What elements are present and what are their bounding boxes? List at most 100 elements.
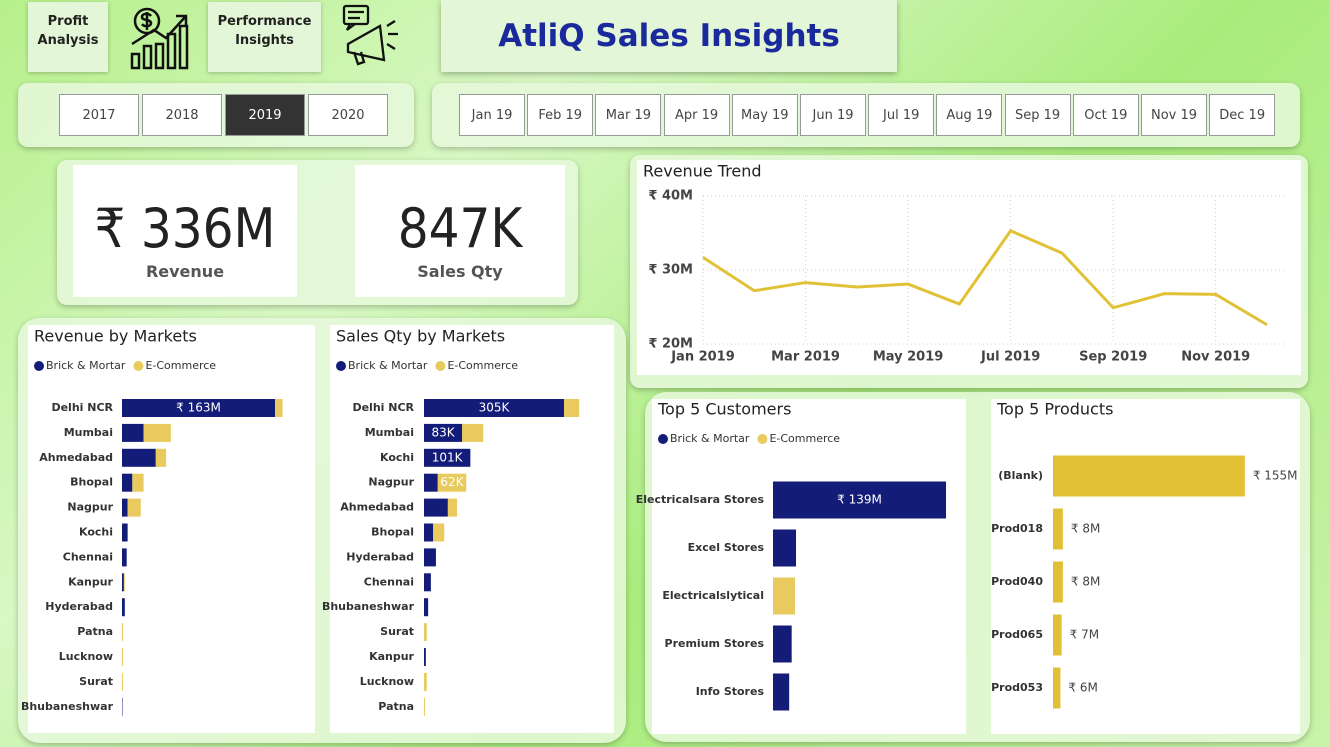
nav-button[interactable]: Performance Insights — [208, 2, 321, 72]
category-label: Patna — [77, 625, 113, 638]
bar — [122, 548, 127, 567]
x-tick-label: Jul 2019 — [980, 350, 1040, 365]
bar — [122, 473, 133, 492]
bar — [424, 623, 427, 642]
bar — [122, 399, 276, 417]
slicer-option[interactable]: Oct 19 — [1072, 94, 1139, 136]
kpi-card: ₹ 336M Revenue — [73, 165, 297, 297]
slicer-option[interactable]: Jan 19 — [459, 94, 525, 136]
chart-title: Top 5 Customers — [657, 400, 791, 419]
bar — [424, 548, 436, 567]
data-label: ₹ 8M — [1071, 575, 1100, 589]
kpi-label: Sales Qty — [417, 262, 503, 281]
bar — [1053, 614, 1062, 656]
data-label: 305K — [479, 401, 511, 415]
legend-label: Brick & Mortar — [670, 432, 750, 445]
legend-swatch — [435, 361, 446, 371]
bar — [1053, 455, 1245, 497]
category-label: Bhopal — [371, 526, 414, 539]
slicer-option[interactable]: Dec 19 — [1209, 94, 1276, 136]
bar — [424, 598, 429, 617]
bar — [122, 648, 123, 666]
bar — [424, 523, 434, 542]
slicer-option[interactable]: Jun 19 — [800, 94, 866, 136]
bar — [424, 473, 438, 492]
bar — [122, 672, 123, 691]
trend-line — [702, 228, 1268, 327]
chart-title: Top 5 Products — [996, 400, 1113, 419]
category-label: Surat — [380, 625, 414, 638]
legend-swatch — [757, 434, 768, 444]
category-label: Patna — [378, 700, 414, 713]
category-label: Prod018 — [991, 522, 1043, 535]
data-label: 83K — [431, 425, 455, 439]
slicer-option[interactable]: 2017 — [59, 94, 139, 136]
category-label: Excel Stores — [688, 541, 765, 554]
bar — [424, 423, 463, 442]
bar — [122, 573, 124, 592]
bar — [424, 498, 448, 517]
data-label: ₹ 139M — [837, 493, 882, 507]
category-label: Info Stores — [696, 685, 765, 698]
kpi-label: Revenue — [145, 262, 225, 281]
chart-card — [652, 399, 966, 734]
bar — [424, 648, 426, 666]
slicer-option[interactable]: 2020 — [308, 94, 388, 136]
category-label: Bhubaneshwar — [322, 600, 415, 613]
chart-card — [28, 325, 315, 733]
month-slicer: Jan 19 Feb 19 Mar 19 Apr 19 May 19 Jun 19 Jul … — [432, 83, 1300, 147]
kpi-card: 847K Sales Qty — [355, 165, 565, 297]
y-tick-label: ₹ 40M — [648, 189, 693, 204]
slicer-option[interactable]: 2019 — [225, 94, 305, 136]
bar — [122, 523, 128, 542]
bar — [773, 481, 947, 519]
slicer-option[interactable]: Sep 19 — [1004, 94, 1071, 136]
category-label: Prod065 — [991, 628, 1043, 641]
slicer-option[interactable]: 2018 — [142, 94, 222, 136]
legend-label: E-Commerce — [145, 359, 216, 372]
category-label: Kochi — [79, 526, 113, 539]
bar — [155, 448, 167, 467]
category-label: Electricalsara Stores — [636, 493, 765, 506]
category-label: Nagpur — [368, 476, 414, 489]
bar — [143, 423, 171, 442]
category-label: Nagpur — [67, 501, 113, 514]
slicer-option[interactable]: Apr 19 — [663, 94, 730, 136]
category-label: Mumbai — [64, 426, 113, 439]
bar — [773, 577, 796, 615]
category-label: Lucknow — [59, 650, 113, 663]
bar — [127, 498, 141, 517]
chart-title: Sales Qty by Markets — [336, 327, 505, 346]
category-label: (Blank) — [998, 469, 1043, 482]
bar — [437, 473, 467, 492]
slicer-option[interactable]: Aug 19 — [936, 94, 1003, 136]
bar — [773, 625, 792, 663]
legend-swatch — [336, 361, 346, 371]
slicer-option[interactable]: Mar 19 — [595, 94, 662, 136]
data-label: ₹ 7M — [1070, 628, 1099, 642]
x-tick-label: Sep 2019 — [1079, 350, 1147, 365]
slicer-option[interactable]: Jul 19 — [868, 94, 935, 136]
bar — [122, 598, 125, 617]
category-label: Surat — [79, 675, 113, 688]
data-label: ₹ 8M — [1071, 522, 1100, 536]
nav-button[interactable]: Profit Analysis — [28, 2, 108, 72]
bar — [424, 697, 425, 716]
bar — [1053, 508, 1063, 550]
category-label: Ahmedabad — [39, 451, 113, 464]
data-label: ₹ 155M — [1253, 469, 1298, 483]
bar — [462, 423, 484, 442]
chart-title: Revenue Trend — [643, 162, 762, 181]
slicer-option[interactable]: Feb 19 — [527, 94, 594, 136]
slicer-option[interactable]: May 19 — [731, 94, 798, 136]
category-label: Kanpur — [369, 650, 414, 663]
legend-swatch — [34, 361, 44, 371]
slicer-option[interactable]: Nov 19 — [1141, 94, 1207, 136]
dashboard-title: AtliQ Sales Insights — [441, 0, 897, 72]
category-label: Chennai — [63, 550, 113, 563]
kpi-value: ₹ 336M — [94, 197, 276, 260]
bar — [424, 672, 427, 691]
bar — [132, 473, 144, 492]
legend-label: Brick & Mortar — [46, 359, 126, 372]
x-tick-label: Mar 2019 — [771, 350, 840, 365]
